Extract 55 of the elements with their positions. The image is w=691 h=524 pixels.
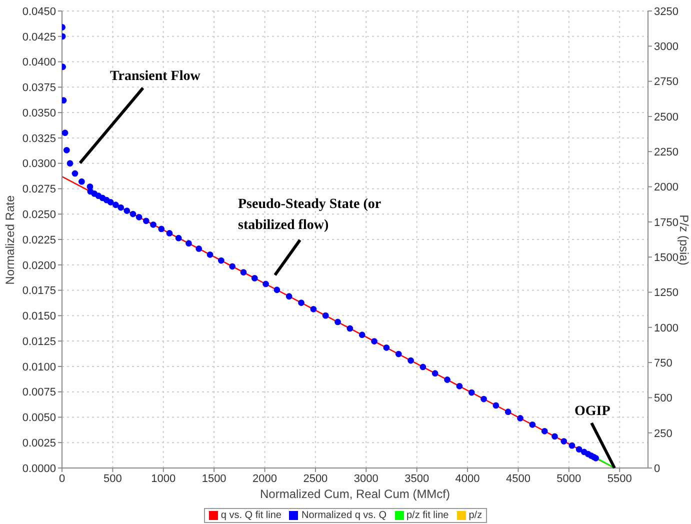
x-tick-label: 2500 xyxy=(303,472,328,485)
y-tick-label: 0.0350 xyxy=(22,107,56,120)
y2-tick-label: 1000 xyxy=(654,322,678,334)
x-tick-label: 5500 xyxy=(607,472,632,485)
x-axis-title: Normalized Cum, Real Cum (MMcf) xyxy=(260,487,450,501)
y2-tick-label: 250 xyxy=(654,428,672,440)
y-tick-label: 0.0050 xyxy=(22,412,56,424)
annotation: Transient Flow xyxy=(110,69,202,84)
legend-label: q vs. Q fit line xyxy=(220,510,282,521)
y2-tick-label: 2750 xyxy=(654,76,678,88)
y2-tick-label: 1750 xyxy=(654,216,678,229)
x-tick-label: 2000 xyxy=(252,472,278,485)
y2-tick-label: 3000 xyxy=(654,41,678,54)
y-tick-label: 0.0250 xyxy=(22,209,56,222)
y2-tick-label: 1250 xyxy=(654,287,678,300)
y-tick-label: 0.0375 xyxy=(22,82,56,94)
y-tick-label: 0.0200 xyxy=(22,260,56,272)
y-tick-label: 0.0125 xyxy=(22,336,56,348)
y-tick-label: 0.0025 xyxy=(22,438,56,450)
y-tick-label: 0.0275 xyxy=(22,184,56,196)
y-tick-label: 0.0075 xyxy=(22,386,56,399)
y-tick-label: 0.0100 xyxy=(22,361,56,374)
y2-tick-label: 2250 xyxy=(654,146,678,159)
x-tick-label: 1000 xyxy=(151,472,176,485)
x-tick-label: 3500 xyxy=(404,472,430,485)
y2-axis-title: P/z (psia) xyxy=(677,214,691,266)
y-tick-label: 0.0175 xyxy=(22,285,56,298)
x-tick-label: 0 xyxy=(58,472,66,485)
legend-label: p/z xyxy=(468,510,482,521)
y2-tick-label: 1500 xyxy=(654,252,678,264)
y2-tick-label: 3250 xyxy=(654,6,678,18)
y2-tick-label: 2500 xyxy=(654,111,678,124)
y-tick-label: 0.0225 xyxy=(22,234,56,246)
x-tick-label: 3000 xyxy=(354,472,378,485)
y2-tick-label: 2000 xyxy=(654,182,678,194)
legend-label: Normalized q vs. Q xyxy=(301,510,386,521)
x-tick-label: 4000 xyxy=(455,472,480,485)
y-axis-title: Normalized Rate xyxy=(3,194,17,285)
y2-tick-label: 750 xyxy=(654,357,672,370)
y2-tick-label: 0 xyxy=(654,462,660,475)
y2-tick-label: 500 xyxy=(654,392,672,405)
x-tick-label: 500 xyxy=(104,472,122,485)
annotation: Pseudo-Steady State (or stabilized flow) xyxy=(238,197,382,233)
annotation: OGIP xyxy=(574,404,611,419)
y-tick-label: 0.0150 xyxy=(22,310,56,323)
x-tick-label: 1500 xyxy=(202,472,226,485)
x-tick-label: 4500 xyxy=(506,472,530,485)
y-tick-label: 0.0325 xyxy=(22,132,56,145)
x-tick-label: 5000 xyxy=(556,472,582,485)
y-tick-label: 0.0450 xyxy=(22,6,56,18)
y-tick-label: 0.0425 xyxy=(22,31,56,44)
y-tick-label: 0.0400 xyxy=(22,56,56,69)
y-tick-label: 0.0000 xyxy=(22,462,56,475)
legend-label: p/z fit line xyxy=(406,510,449,521)
y-tick-label: 0.0300 xyxy=(22,158,56,170)
